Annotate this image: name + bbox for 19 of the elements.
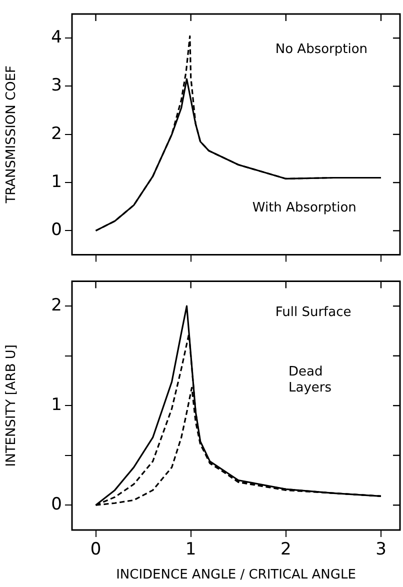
x-tick-label: 3 (376, 540, 386, 560)
x-tick-label: 1 (185, 540, 196, 560)
y-tick-label: 1 (51, 395, 62, 416)
annotation: No Absorption (275, 42, 368, 57)
y-axis-title: INTENSITY [ARB U] (4, 344, 20, 467)
y-tick-label: 1 (51, 172, 62, 192)
annotation: Full Surface (275, 304, 352, 320)
y-axis-title: TRANSMISSION COEF (4, 66, 20, 204)
annotation: Dead Layers (288, 364, 332, 396)
y-tick-label: 0 (51, 494, 62, 515)
y-tick-label: 3 (51, 76, 62, 96)
x-tick-label: 2 (280, 540, 292, 560)
x-tick-label: 0 (90, 540, 102, 560)
y-tick-label: 0 (51, 220, 62, 240)
x-axis-title: INCIDENCE ANGLE / CRITICAL ANGLE (116, 568, 356, 583)
annotation: With Absorption (252, 200, 356, 216)
y-tick-label: 2 (51, 296, 62, 316)
y-tick-label: 4 (51, 28, 62, 48)
y-tick-label: 2 (51, 124, 62, 144)
